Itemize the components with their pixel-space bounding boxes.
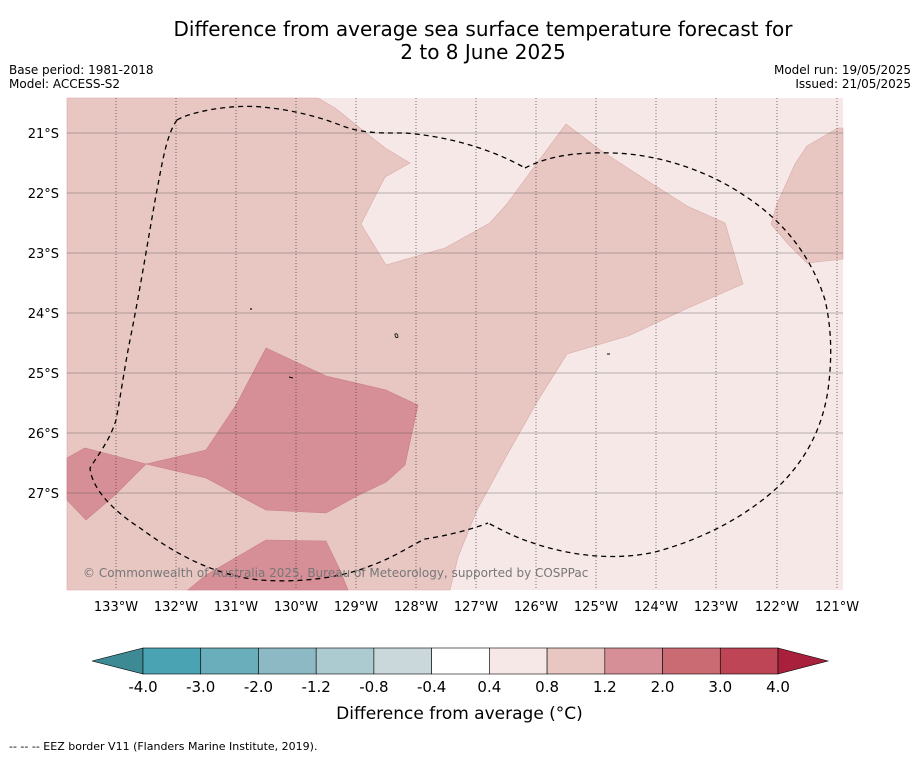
lat-label: 24°S: [28, 307, 59, 322]
issued-text: Issued: 21/05/2025: [795, 77, 911, 91]
model-run-text: Model run: 19/05/2025: [773, 63, 911, 77]
base-period-text: Base period: 1981-2018: [9, 63, 154, 77]
lon-label: 128°W: [394, 600, 438, 615]
anomaly-region-1.2-2.0: [145, 347, 419, 514]
meta-right: Model run: 19/05/2025 Issued: 21/05/2025: [774, 63, 911, 91]
title-line-2: 2 to 8 June 2025: [400, 40, 566, 64]
colorbar-segment: [546, 647, 606, 675]
colorbar-tick-label: 1.2: [593, 678, 617, 696]
footer-note: -- -- -- EEZ border V11 (Flanders Marine…: [9, 740, 318, 753]
lat-label: 25°S: [28, 367, 59, 382]
colorbar-tick-label: 2.0: [651, 678, 675, 696]
colorbar-tick-label: 0.4: [477, 678, 501, 696]
colorbar-tick-label: 4.0: [766, 678, 790, 696]
colorbar-segment: [489, 647, 548, 675]
lat-label: 27°S: [28, 487, 59, 502]
colorbar-tick-label: -0.8: [359, 678, 388, 696]
lat-label: 21°S: [28, 127, 59, 142]
lon-label: 133°W: [94, 600, 138, 615]
lon-label: 122°W: [755, 600, 799, 615]
colorbar-segment: [662, 647, 721, 675]
lon-label: 131°W: [214, 600, 258, 615]
colorbar-segment: [373, 647, 432, 675]
lon-label: 125°W: [574, 600, 618, 615]
copyright-text: © Commonwealth of Australia 2025, Bureau…: [83, 566, 588, 580]
meta-left: Base period: 1981-2018 Model: ACCESS-S2: [9, 63, 154, 91]
lon-label: 132°W: [154, 600, 198, 615]
island-marker: [288, 376, 294, 379]
lon-label: 130°W: [274, 600, 318, 615]
colorbar-tick-label: -0.4: [417, 678, 446, 696]
lon-label: 129°W: [334, 600, 378, 615]
colorbar-segment: [719, 647, 779, 675]
latitude-labels: 21°S 22°S 23°S 24°S 25°S 26°S 27°S: [28, 127, 59, 502]
island-marker: [250, 308, 252, 310]
colorbar-tick-label: 0.8: [535, 678, 559, 696]
colorbar-extend-min: [91, 647, 144, 675]
eez-border-west: [176, 105, 526, 169]
colorbar-title: Difference from average (°C): [336, 704, 583, 724]
colorbar-tick-label: -4.0: [128, 678, 157, 696]
colorbar-segment: [604, 647, 663, 675]
colorbar-segment: [431, 647, 490, 675]
map-panel: © Commonwealth of Australia 2025, Bureau…: [66, 97, 844, 591]
colorbar-segment: [200, 647, 259, 675]
island-marker: [394, 333, 399, 338]
eez-border-east: [487, 152, 832, 558]
page-title: Difference from average sea surface temp…: [0, 18, 919, 64]
title-line-1: Difference from average sea surface temp…: [173, 17, 793, 41]
anomaly-region-0.8-1.2-east: [770, 127, 844, 264]
lon-label: 121°W: [815, 600, 859, 615]
lon-label: 126°W: [514, 600, 558, 615]
lon-label: 123°W: [694, 600, 738, 615]
colorbar-tick-label: -1.2: [302, 678, 331, 696]
colorbar-tick-label: 3.0: [708, 678, 732, 696]
model-text: Model: ACCESS-S2: [9, 77, 121, 91]
colorbar-segment: [142, 647, 202, 675]
anomaly-region-1.2-2.0-west: [66, 447, 147, 521]
colorbar-tick-label: -3.0: [186, 678, 215, 696]
lat-label: 22°S: [28, 187, 59, 202]
lat-label: 26°S: [28, 427, 59, 442]
colorbar-segments: [91, 647, 830, 675]
lat-label: 23°S: [28, 247, 59, 262]
colorbar-tick-label: -2.0: [244, 678, 273, 696]
eez-border-west-2: [89, 119, 489, 582]
colorbar-segment: [315, 647, 375, 675]
colorbar-extend-max: [777, 647, 830, 675]
latitude-gridlines: [67, 132, 843, 494]
longitude-gridlines: [115, 98, 838, 590]
lon-label: 124°W: [634, 600, 678, 615]
colorbar-labels: -4.0 -3.0 -2.0 -1.2 -0.8 -0.4 0.4 0.8 1.2 2.0 3.0 4…: [128, 678, 790, 696]
colorbar-segment: [258, 647, 317, 675]
longitude-labels: 133°W 132°W 131°W 130°W 129°W 128°W 127°…: [94, 600, 859, 615]
anomaly-region-1.2-2.0-south: [187, 539, 349, 591]
colorbar: -4.0 -3.0 -2.0 -1.2 -0.8 -0.4 0.4 0.8 1.2 2.0 3.0 4…: [91, 647, 830, 696]
lon-label: 127°W: [454, 600, 498, 615]
